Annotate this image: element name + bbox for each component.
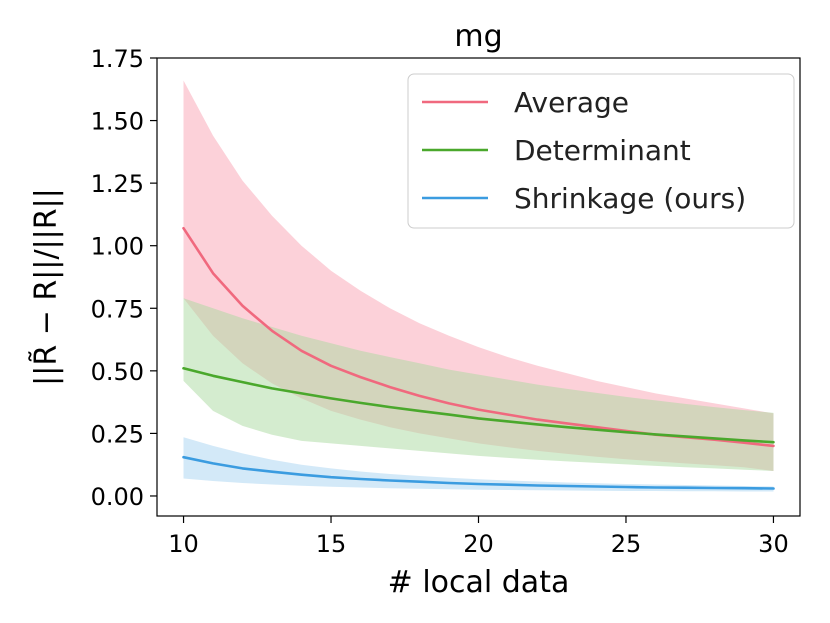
x-tick-label: 30 bbox=[758, 530, 789, 558]
y-tick-label: 0.75 bbox=[91, 295, 144, 323]
x-tick-label: 15 bbox=[316, 530, 347, 558]
legend-label: Average bbox=[514, 86, 629, 119]
series-lines bbox=[182, 226, 775, 490]
y-tick-label: 1.50 bbox=[91, 108, 144, 136]
x-tick-label: 20 bbox=[463, 530, 494, 558]
legend-box bbox=[407, 73, 795, 229]
line-determinant bbox=[182, 366, 775, 444]
x-axis-ticks: 10 15 20 25 30 bbox=[168, 516, 789, 558]
legend-label: Shrinkage (ours) bbox=[514, 182, 746, 215]
y-tick-label: 0.00 bbox=[91, 483, 144, 511]
chart-title: mg bbox=[454, 19, 502, 54]
y-tick-label: 1.75 bbox=[91, 45, 144, 73]
x-tick-label: 25 bbox=[611, 530, 642, 558]
x-tick-label: 10 bbox=[168, 530, 199, 558]
y-tick-label: 1.25 bbox=[91, 170, 144, 198]
band-determinant bbox=[183, 298, 774, 471]
x-axis-label: # local data bbox=[388, 565, 570, 600]
y-tick-label: 0.50 bbox=[91, 358, 144, 386]
line-shrinkage-ours bbox=[182, 455, 775, 490]
y-tick-label: 0.25 bbox=[91, 420, 144, 448]
y-axis-ticks: 0.00 0.25 0.50 0.75 1.00 1.25 1.50 1.75 bbox=[91, 45, 157, 511]
legend-label: Determinant bbox=[514, 134, 691, 167]
y-tick-label: 1.00 bbox=[91, 233, 144, 261]
legend: Average Determinant Shrinkage (ours) bbox=[407, 73, 795, 229]
y-axis-label: ||R̃ − R||/||R|| bbox=[29, 188, 64, 386]
